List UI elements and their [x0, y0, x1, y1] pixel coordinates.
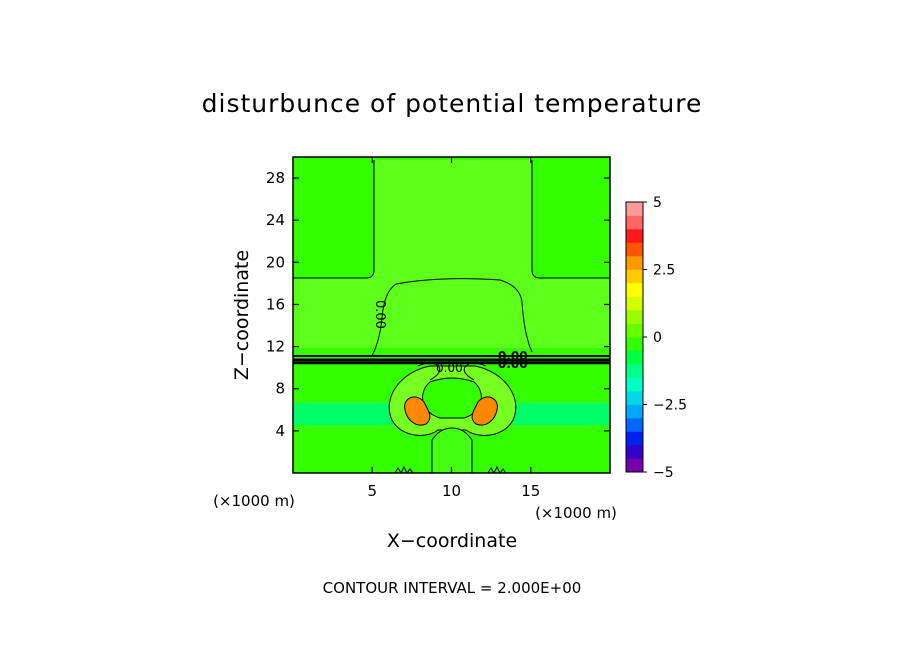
y-tick-label: 20: [266, 253, 285, 271]
colorbar-segment: [626, 364, 643, 378]
contour-label-center: 0.00: [436, 361, 463, 375]
colorbar-segment: [626, 310, 643, 324]
colorbar-tick-label: 5: [653, 195, 662, 211]
x-axis-label: X−coordinate: [387, 530, 517, 552]
colorbar-tick-label: −5: [653, 465, 674, 481]
lower-stem: [431, 427, 473, 473]
contour-interval-text: CONTOUR INTERVAL = 2.000E+00: [323, 579, 582, 597]
colorbar-segment: [626, 337, 643, 351]
colorbar-segment: [626, 458, 643, 473]
y-tick-label: 28: [266, 169, 285, 187]
x-axis: 5 10 15: [367, 157, 540, 500]
colorbar-segment: [626, 229, 643, 243]
colorbar-segment: [626, 296, 643, 311]
colorbar-segment: [626, 283, 643, 297]
colorbar-segment: [626, 350, 643, 365]
y-tick-label: 16: [266, 295, 285, 313]
contour-label-right-a: 0.00: [498, 349, 528, 363]
colorbar-segment: [626, 377, 643, 392]
tropopause-band: [293, 355, 610, 365]
chart-title: disturbunce of potential temperature: [202, 89, 703, 118]
left-vortex-core: [404, 396, 431, 426]
colorbar-segment: [626, 445, 643, 459]
colorbar-segment: [626, 256, 643, 270]
y-unit-label: (×1000 m): [213, 492, 295, 510]
colorbar-segment: [626, 404, 643, 419]
y-tick-label: 8: [275, 380, 285, 398]
x-unit-label: (×1000 m): [535, 504, 617, 522]
x-tick-label: 5: [367, 482, 377, 500]
x-tick-label: 10: [442, 482, 461, 500]
plume-upper-region: [293, 157, 374, 278]
right-vortex-core: [471, 396, 498, 426]
y-tick-label: 4: [275, 422, 285, 440]
colorbar-segment: [626, 431, 643, 446]
plume-core: [293, 160, 610, 348]
colorbar-tick-label: 0: [653, 330, 662, 346]
contour-plume: [371, 278, 533, 357]
colorbar-tick-label: −2.5: [653, 398, 687, 414]
colorbar-segment: [626, 242, 643, 257]
colorbar-segment: [626, 269, 643, 284]
colorbar-tick-label: 2.5: [653, 263, 675, 279]
colorbar-segment: [626, 391, 643, 405]
colorbar-segment: [626, 202, 643, 216]
y-tick-label: 24: [266, 211, 285, 229]
colorbar-segment: [626, 418, 643, 432]
x-tick-label: 15: [521, 482, 540, 500]
y-axis: 4 8 12 16 20 24 28: [266, 169, 610, 440]
y-axis-label: Z−coordinate: [231, 250, 253, 380]
plot-area: 0.00 0.00 0.00 0.00: [293, 157, 610, 473]
surface-noise: [394, 465, 507, 473]
y-tick-label: 12: [266, 338, 285, 356]
colorbar: 5 2.5 0 −2.5 −5: [625, 195, 687, 481]
contour-label-right-b: 0.00: [498, 357, 528, 371]
colorbar-segment: [626, 215, 643, 230]
colorbar-segment: [626, 323, 643, 338]
contour-outer: [293, 160, 610, 279]
contour-label-left: 0.00: [372, 300, 387, 329]
